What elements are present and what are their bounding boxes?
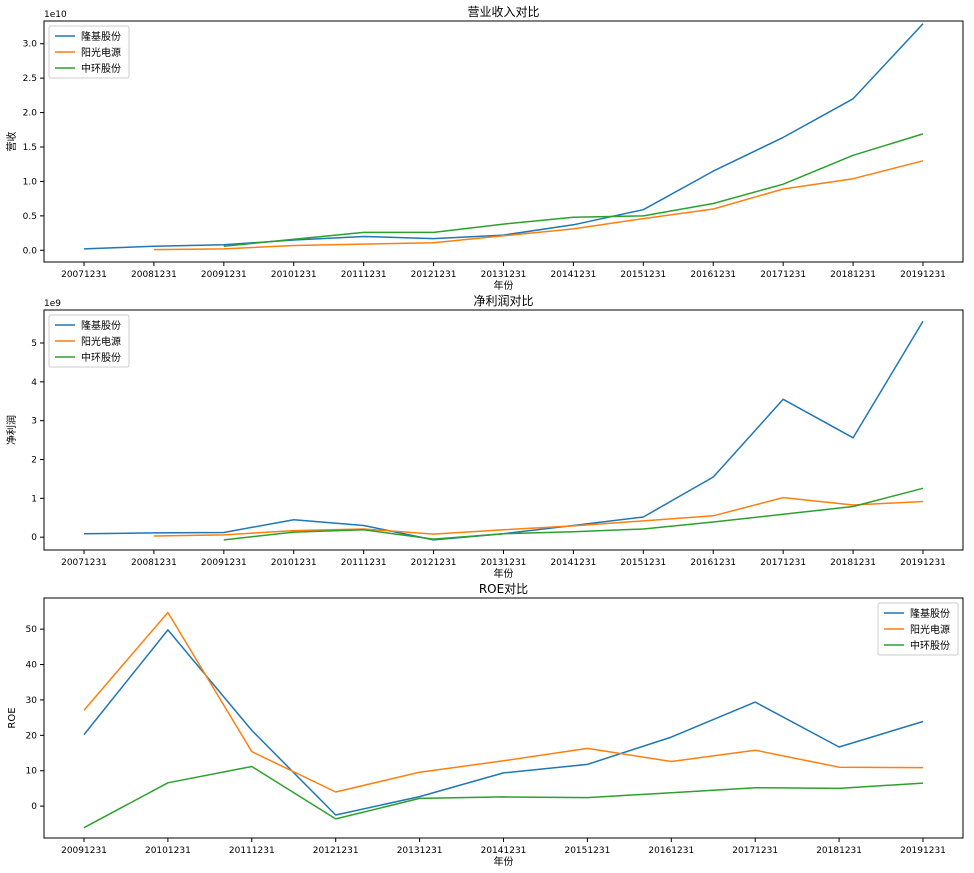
y-tick-label: 1 xyxy=(31,494,37,504)
x-tick-label: 20121231 xyxy=(411,558,457,568)
chart-title: 营业收入对比 xyxy=(467,5,539,19)
y-tick-label: 20 xyxy=(26,731,38,741)
y-tick-label: 1.5 xyxy=(23,143,37,153)
x-tick-label: 20131231 xyxy=(397,846,443,856)
x-tick-label: 20081231 xyxy=(131,558,177,568)
x-tick-label: 20131231 xyxy=(481,270,527,280)
series-line-1 xyxy=(83,320,924,541)
y-tick-label: 0.0 xyxy=(23,246,38,256)
x-tick-label: 20181231 xyxy=(830,558,876,568)
x-axis-label: 年份 xyxy=(494,567,514,580)
y-tick-label: 3.0 xyxy=(23,40,38,50)
x-tick-label: 20171231 xyxy=(760,558,806,568)
x-tick-label: 20071231 xyxy=(61,558,107,568)
legend-box xyxy=(48,314,130,368)
x-tick-label: 20191231 xyxy=(900,846,946,856)
series-line-2 xyxy=(83,611,924,793)
chart-title: 净利润对比 xyxy=(473,294,533,308)
y-axis-label: 净利润 xyxy=(5,415,18,445)
x-tick-label: 20081231 xyxy=(131,270,177,280)
legend-label: 隆基股份 xyxy=(81,319,121,332)
y-tick-label: 0 xyxy=(31,802,37,812)
y-tick-label: 50 xyxy=(26,625,38,635)
y-axis-label: ROE xyxy=(7,707,18,728)
legend-label: 阳光电源 xyxy=(81,46,121,59)
y-tick-label: 1.0 xyxy=(23,177,38,187)
legend-box xyxy=(48,25,130,79)
series-line-2 xyxy=(153,496,924,537)
x-tick-label: 20101231 xyxy=(145,846,191,856)
y-tick-label: 2 xyxy=(31,456,37,466)
y-tick-label: 4 xyxy=(31,378,37,388)
x-tick-label: 20111231 xyxy=(341,270,387,280)
y-tick-label: 2.5 xyxy=(23,74,37,84)
x-tick-label: 20121231 xyxy=(411,270,457,280)
x-tick-label: 20171231 xyxy=(732,846,778,856)
series-line-3 xyxy=(83,765,924,829)
x-tick-label: 20091231 xyxy=(61,846,107,856)
plot-frame xyxy=(43,597,964,839)
legend-label: 阳光电源 xyxy=(910,623,950,636)
legend-label: 隆基股份 xyxy=(910,607,950,620)
x-tick-label: 20181231 xyxy=(830,270,876,280)
y-tick-label: 40 xyxy=(26,661,38,671)
x-tick-label: 20151231 xyxy=(620,558,666,568)
x-tick-label: 20101231 xyxy=(271,558,317,568)
legend-label: 阳光电源 xyxy=(81,335,121,348)
x-axis-label: 年份 xyxy=(494,855,514,868)
axis-offset-label: 1e10 xyxy=(44,10,67,20)
x-tick-label: 20121231 xyxy=(313,846,359,856)
plot-frame xyxy=(43,309,964,551)
series-line-3 xyxy=(223,133,924,247)
x-tick-label: 20091231 xyxy=(201,558,247,568)
x-tick-label: 20161231 xyxy=(690,270,736,280)
x-tick-label: 20141231 xyxy=(551,558,597,568)
x-tick-label: 20171231 xyxy=(760,270,806,280)
series-line-1 xyxy=(83,23,924,250)
x-tick-label: 20091231 xyxy=(201,270,247,280)
x-axis-label: 年份 xyxy=(494,279,514,292)
x-tick-label: 20161231 xyxy=(690,558,736,568)
legend-label: 中环股份 xyxy=(81,351,121,364)
y-tick-label: 3 xyxy=(31,417,37,427)
plot-frame xyxy=(43,20,964,263)
x-tick-label: 20131231 xyxy=(481,558,527,568)
y-tick-label: 0 xyxy=(31,533,37,543)
x-tick-label: 20111231 xyxy=(341,558,387,568)
x-tick-label: 20191231 xyxy=(900,558,946,568)
y-tick-label: 10 xyxy=(26,767,38,777)
x-tick-label: 20071231 xyxy=(61,270,107,280)
x-tick-label: 20161231 xyxy=(648,846,694,856)
x-tick-label: 20101231 xyxy=(271,270,317,280)
x-tick-label: 20191231 xyxy=(900,270,946,280)
y-tick-label: 30 xyxy=(26,696,38,706)
legend-label: 隆基股份 xyxy=(81,30,121,43)
chart-2: 净利润对比 1e9 20071231 20081231 20091231 20101231… xyxy=(5,294,964,580)
series-line-1 xyxy=(83,629,924,816)
x-tick-label: 20111231 xyxy=(229,846,275,856)
x-tick-label: 20181231 xyxy=(816,846,862,856)
axis-offset-label: 1e9 xyxy=(44,299,61,309)
series-line-2 xyxy=(153,160,924,251)
legend-label: 中环股份 xyxy=(910,639,950,652)
y-axis-label: 营收 xyxy=(5,132,18,152)
series-line-3 xyxy=(223,487,924,541)
chart-title: ROE对比 xyxy=(479,582,528,596)
x-tick-label: 20141231 xyxy=(551,270,597,280)
y-tick-label: 2.0 xyxy=(23,109,38,119)
x-tick-label: 20141231 xyxy=(481,846,527,856)
x-tick-label: 20151231 xyxy=(564,846,610,856)
chart-1: 营业收入对比 1e10 20071231 20081231 20091231 201012… xyxy=(5,5,964,292)
y-tick-label: 0.5 xyxy=(23,212,37,222)
y-tick-label: 5 xyxy=(31,339,37,349)
legend-label: 中环股份 xyxy=(81,62,121,75)
x-tick-label: 20151231 xyxy=(620,270,666,280)
legend-box xyxy=(877,602,959,656)
